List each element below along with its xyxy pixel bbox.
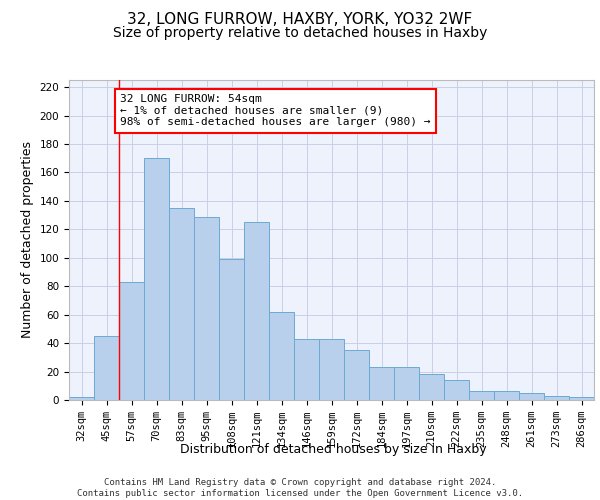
Text: Size of property relative to detached houses in Haxby: Size of property relative to detached ho… xyxy=(113,26,487,40)
Text: Distribution of detached houses by size in Haxby: Distribution of detached houses by size … xyxy=(179,442,487,456)
Bar xyxy=(344,350,369,400)
Bar xyxy=(319,339,344,400)
Y-axis label: Number of detached properties: Number of detached properties xyxy=(21,142,34,338)
Bar xyxy=(294,339,319,400)
Bar xyxy=(469,392,494,400)
Bar xyxy=(194,216,219,400)
Bar xyxy=(419,374,444,400)
Bar xyxy=(119,282,144,400)
Bar xyxy=(544,396,569,400)
Bar xyxy=(219,259,244,400)
Bar xyxy=(269,312,294,400)
Bar xyxy=(94,336,119,400)
Bar xyxy=(144,158,169,400)
Bar xyxy=(69,397,94,400)
Bar xyxy=(394,368,419,400)
Bar xyxy=(569,397,594,400)
Bar xyxy=(244,222,269,400)
Text: 32, LONG FURROW, HAXBY, YORK, YO32 2WF: 32, LONG FURROW, HAXBY, YORK, YO32 2WF xyxy=(127,12,473,28)
Bar xyxy=(494,392,519,400)
Text: 32 LONG FURROW: 54sqm
← 1% of detached houses are smaller (9)
98% of semi-detach: 32 LONG FURROW: 54sqm ← 1% of detached h… xyxy=(120,94,431,128)
Bar xyxy=(519,393,544,400)
Text: Contains HM Land Registry data © Crown copyright and database right 2024.
Contai: Contains HM Land Registry data © Crown c… xyxy=(77,478,523,498)
Bar xyxy=(444,380,469,400)
Bar xyxy=(169,208,194,400)
Bar xyxy=(369,368,394,400)
